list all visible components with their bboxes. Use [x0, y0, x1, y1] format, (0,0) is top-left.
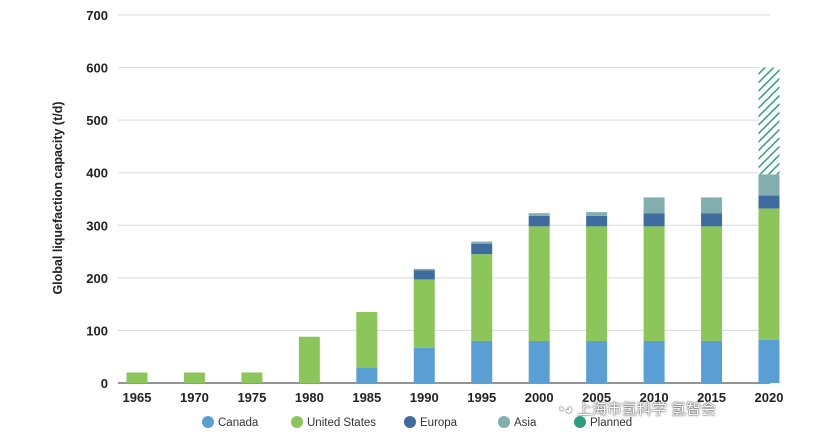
bar-united-states — [701, 226, 723, 341]
y-axis-label: Global liquefaction capacity (t/d) — [51, 101, 65, 294]
bar-united-states — [528, 226, 550, 341]
y-tick-label: 100 — [86, 323, 108, 338]
x-tick-label: 1975 — [237, 390, 266, 405]
bar-europa — [471, 243, 493, 255]
bar-united-states — [298, 336, 320, 383]
bar-united-states — [356, 312, 378, 368]
bar-europa — [586, 215, 608, 227]
x-tick-label: 1995 — [467, 390, 496, 405]
bar-canada — [413, 347, 435, 383]
bar-asia — [643, 197, 665, 214]
bar-canada — [586, 340, 608, 383]
bar-asia — [758, 174, 780, 196]
bar-asia — [586, 212, 608, 216]
bar-canada — [356, 367, 378, 383]
bar-united-states — [758, 208, 780, 340]
legend-marker — [574, 416, 586, 428]
legend: Canada United States Europa Asia Planned — [202, 416, 632, 429]
bar-united-states — [586, 226, 608, 341]
bar-united-states — [126, 372, 148, 383]
watermark: ◔◕ 上海市氢科学 氢智会 — [556, 398, 716, 419]
x-axis-ticks: 1965 1970 1975 1980 1985 1990 1995 2000 2005 2010… — [123, 390, 784, 405]
watermark-text: 上海市氢科学 — [576, 401, 667, 418]
x-tick-label: 1985 — [352, 390, 381, 405]
bar-united-states — [413, 279, 435, 348]
legend-marker — [291, 416, 303, 428]
legend-label: Canada — [218, 417, 259, 429]
x-tick-label: 1970 — [180, 390, 209, 405]
bar-united-states — [643, 226, 665, 341]
legend-marker — [498, 416, 510, 428]
bar-canada — [471, 340, 493, 383]
x-tick-label: 1965 — [123, 390, 152, 405]
bar-asia — [528, 213, 550, 216]
bar-united-states — [471, 254, 493, 341]
y-tick-label: 300 — [86, 218, 108, 233]
y-tick-label: 400 — [86, 166, 108, 181]
x-tick-label: 2010 — [640, 390, 669, 405]
x-tick-label: 2005 — [582, 390, 611, 405]
x-tick-label: 1990 — [410, 390, 439, 405]
bar-canada — [528, 340, 550, 383]
x-tick-label: 1980 — [295, 390, 324, 405]
y-axis-ticks: 0 100 200 300 400 500 600 700 — [86, 8, 108, 391]
legend-label: Asia — [514, 417, 537, 429]
y-tick-label: 500 — [86, 113, 108, 128]
legend-label: Europa — [420, 417, 458, 429]
bar-planned — [758, 67, 780, 175]
bar-europa — [643, 213, 665, 227]
x-tick-label: 2000 — [525, 390, 554, 405]
bar-canada — [643, 340, 665, 383]
bar-europa — [758, 195, 780, 209]
legend-marker — [202, 416, 214, 428]
legend-label: United States — [307, 417, 376, 429]
bars — [126, 67, 780, 383]
gridlines — [118, 14, 770, 384]
bar-canada — [701, 340, 723, 383]
x-tick-label: 2020 — [755, 390, 784, 405]
bar-europa — [701, 213, 723, 227]
wechat-icon: ◔◕ — [556, 400, 573, 417]
bar-united-states — [241, 372, 263, 383]
x-tick-label: 2015 — [697, 390, 726, 405]
bar-canada — [758, 339, 780, 383]
y-tick-label: 600 — [86, 61, 108, 76]
legend-marker — [404, 416, 416, 428]
bar-asia — [701, 197, 723, 214]
watermark-text-end: 氢智会 — [670, 401, 716, 418]
bar-asia — [413, 268, 435, 271]
bar-united-states — [183, 372, 205, 383]
y-tick-label: 0 — [101, 376, 108, 391]
legend-label: Planned — [590, 417, 632, 429]
bar-europa — [528, 215, 550, 227]
bar-europa — [413, 270, 435, 280]
y-tick-label: 700 — [86, 8, 108, 23]
y-tick-label: 200 — [86, 271, 108, 286]
bar-asia — [471, 241, 493, 244]
